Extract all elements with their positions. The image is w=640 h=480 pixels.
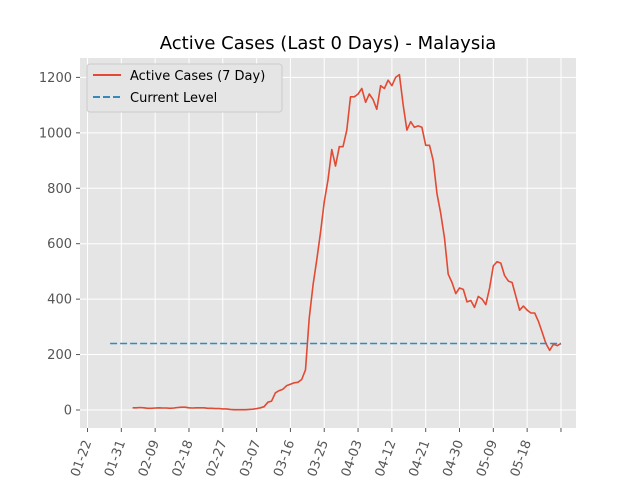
x-tick-label: 04-12 <box>373 438 400 479</box>
x-tick-label: 03-25 <box>305 438 332 479</box>
legend-label-current-level: Current Level <box>130 91 217 106</box>
y-tick-label: 0 <box>64 403 72 418</box>
x-tick-label: 02-27 <box>204 438 231 479</box>
x-tick-label: 05-18 <box>508 438 535 479</box>
x-tick-label: 03-16 <box>271 438 298 479</box>
x-tick-label: 04-30 <box>440 438 467 479</box>
y-axis: 0 200 400 600 800 1000 1200 <box>39 71 80 419</box>
x-tick-label: 05-09 <box>474 438 501 479</box>
y-tick-label: 400 <box>47 293 72 308</box>
y-tick-label: 200 <box>47 348 72 363</box>
y-tick-label: 1000 <box>39 126 72 141</box>
y-tick-label: 1200 <box>39 71 72 86</box>
x-tick-label: 04-03 <box>339 438 366 479</box>
x-tick-label: 01-22 <box>68 438 95 479</box>
y-tick-label: 800 <box>47 182 72 197</box>
y-tick-label: 600 <box>47 237 72 252</box>
x-tick-label: 03-07 <box>237 438 264 479</box>
x-tick-label: 01-31 <box>102 438 129 479</box>
plot-background <box>80 58 576 428</box>
x-tick-label: 02-09 <box>136 438 163 479</box>
x-axis: 01-22 01-31 02-09 02-18 02-27 03-07 03-16 03-25… <box>68 428 561 479</box>
legend-label-active-cases: Active Cases (7 Day) <box>130 69 265 84</box>
chart-title: Active Cases (Last 0 Days) - Malaysia <box>160 33 497 54</box>
legend: Active Cases (7 Day) Current Level <box>87 64 282 112</box>
x-tick-label: 04-21 <box>406 438 433 479</box>
x-tick-label: 02-18 <box>170 438 197 479</box>
